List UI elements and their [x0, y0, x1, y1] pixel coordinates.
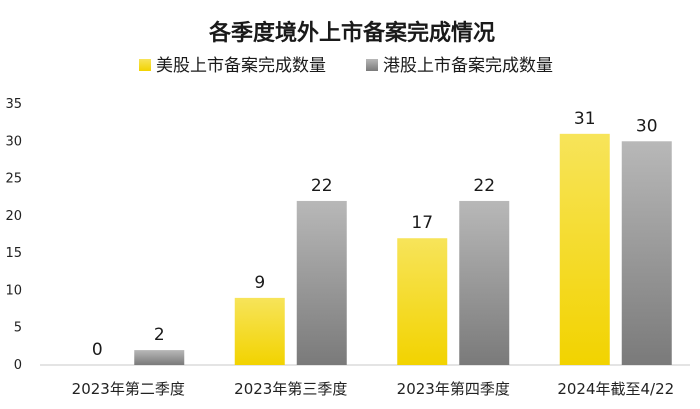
data-label-hk-3: 30 — [636, 116, 658, 136]
data-label-hk-1: 22 — [311, 176, 333, 196]
x-axis-categories: 2023年第二季度 2023年第三季度 2023年第四季度 2024年截至4/22 — [72, 380, 675, 398]
bars — [134, 133, 672, 365]
y-tick-label: 35 — [5, 97, 22, 112]
bar-hk-3 — [621, 141, 672, 365]
bar-hk-0 — [134, 350, 185, 365]
bar-us-3 — [559, 133, 610, 365]
data-label-hk-0: 2 — [154, 325, 165, 345]
category-label: 2023年第三季度 — [234, 380, 347, 398]
y-tick-label: 30 — [5, 134, 22, 149]
legend-swatch-us — [139, 59, 151, 71]
y-tick-label: 0 — [14, 358, 22, 373]
category-label: 2024年截至4/22 — [557, 380, 674, 398]
y-tick-label: 15 — [5, 246, 22, 261]
y-tick-label: 5 — [14, 321, 22, 336]
legend-swatch-hk — [366, 59, 378, 71]
bar-us-2 — [397, 238, 448, 365]
legend-label-hk: 港股上市备案完成数量 — [383, 56, 553, 76]
chart-title: 各季度境外上市备案完成情况 — [208, 20, 495, 46]
data-label-us-2: 17 — [411, 213, 433, 233]
data-label-us-0: 0 — [92, 340, 103, 360]
category-label: 2023年第四季度 — [397, 380, 510, 398]
data-label-us-3: 31 — [574, 109, 596, 129]
legend: 美股上市备案完成数量 港股上市备案完成数量 — [139, 56, 553, 76]
y-axis: 0 5 10 15 20 25 30 35 — [5, 97, 22, 373]
data-label-hk-2: 22 — [473, 176, 495, 196]
data-label-us-1: 9 — [254, 273, 265, 293]
bar-hk-2 — [459, 200, 510, 365]
y-tick-label: 20 — [5, 209, 22, 224]
category-label: 2023年第二季度 — [72, 380, 185, 398]
legend-label-us: 美股上市备案完成数量 — [156, 56, 326, 76]
y-tick-label: 25 — [5, 172, 22, 187]
data-labels: 0 2 9 22 17 22 31 30 — [92, 109, 658, 360]
bar-us-1 — [234, 297, 285, 365]
y-tick-label: 10 — [5, 283, 22, 298]
bar-hk-1 — [296, 200, 347, 365]
